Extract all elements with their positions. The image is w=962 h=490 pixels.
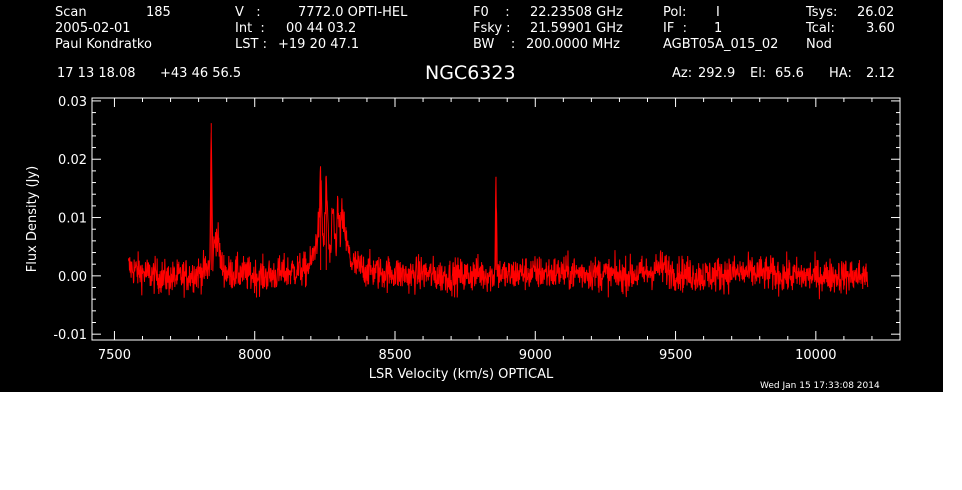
if-value: 1 (714, 21, 723, 36)
elevation-label: El: (750, 66, 767, 81)
rest-frequency-label: F0 : (473, 5, 510, 20)
project-id: AGBT05A_015_02 (663, 37, 779, 52)
if-label: IF : (663, 21, 687, 36)
bandwidth-value: 200.0000 MHz (526, 37, 620, 52)
polarization-value: I (716, 5, 720, 20)
x-tick-label: 10000 (795, 348, 836, 363)
scan-label: Scan (55, 5, 87, 20)
azimuth-value: 292.9 (698, 66, 736, 81)
plot-canvas (0, 0, 943, 392)
azimuth-label: Az: (672, 66, 693, 81)
integration-value: 00 44 03.2 (286, 21, 357, 36)
scan-value: 185 (146, 5, 171, 20)
hour-angle-value: 2.12 (866, 66, 895, 81)
object-name: NGC6323 (425, 62, 516, 84)
sky-frequency-value: 21.59901 GHz (530, 21, 623, 36)
plot-frame (91, 97, 901, 341)
sky-frequency-label: Fsky : (473, 21, 511, 36)
velocity-label: V : (235, 5, 261, 20)
observer-name: Paul Kondratko (55, 37, 152, 52)
y-tick-label: 0.02 (58, 153, 87, 168)
x-tick-label: 8000 (238, 348, 271, 363)
lst-value: +19 20 47.1 (278, 37, 360, 52)
tsys-label: Tsys: (806, 5, 838, 20)
x-axis-label: LSR Velocity (km/s) OPTICAL (369, 367, 554, 382)
spectrum-series-line (127, 123, 869, 300)
velocity-value: 7772.0 OPTI-HEL (298, 5, 408, 20)
x-tick-label: 9500 (659, 348, 692, 363)
y-tick-label: 0.00 (58, 270, 87, 285)
observation-date: 2005-02-01 (55, 21, 131, 36)
observing-mode: Nod (806, 37, 832, 52)
lst-label: LST : (235, 37, 267, 52)
hour-angle-label: HA: (829, 66, 852, 81)
elevation-value: 65.6 (775, 66, 804, 81)
tsys-value: 26.02 (857, 5, 895, 20)
x-tick-label: 8500 (378, 348, 411, 363)
declination: +43 46 56.5 (160, 66, 242, 81)
tcal-value: 3.60 (866, 21, 895, 36)
tcal-label: Tcal: (806, 21, 835, 36)
y-tick-label: 0.03 (58, 95, 87, 110)
y-tick-label: -0.01 (53, 328, 87, 343)
y-axis-label: Flux Density (Jy) (25, 166, 40, 272)
polarization-label: Pol: (663, 5, 687, 20)
plot-timestamp: Wed Jan 15 17:33:08 2014 (760, 381, 880, 391)
x-tick-label: 9000 (519, 348, 552, 363)
spectrum-chart: 7500 8000 8500 9000 9500 10000 -0.01 0.00 0.01 0.… (25, 95, 901, 382)
right-ascension: 17 13 18.08 (57, 66, 136, 81)
y-tick-label: 0.01 (58, 212, 87, 227)
bandwidth-label: BW : (473, 37, 516, 52)
x-tick-label: 7500 (98, 348, 131, 363)
rest-frequency-value: 22.23508 GHz (530, 5, 623, 20)
integration-label: Int : (235, 21, 265, 36)
